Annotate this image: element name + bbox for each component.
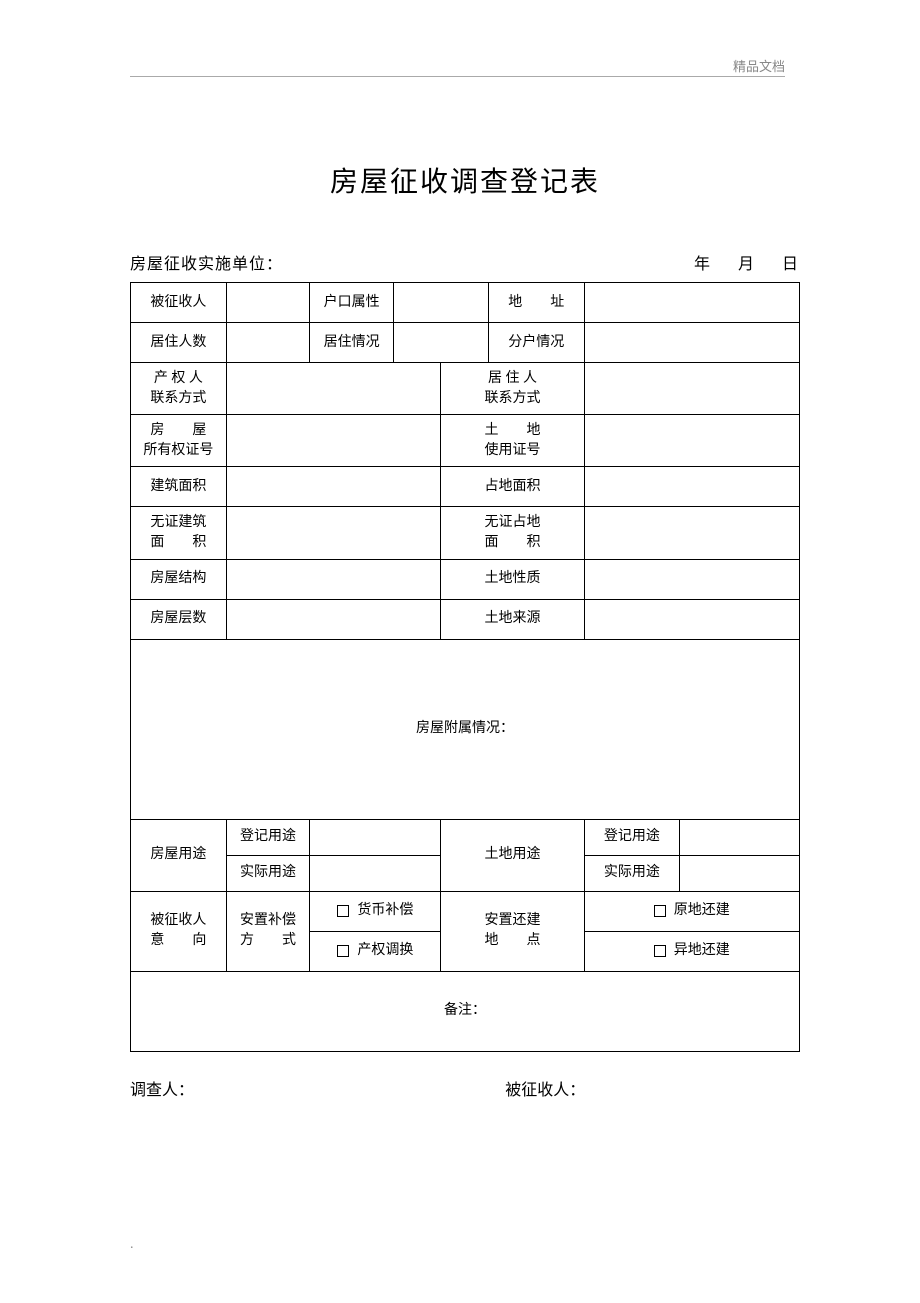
header-underline xyxy=(130,76,785,77)
val-residents xyxy=(226,323,310,363)
val-house-cert xyxy=(226,415,441,467)
val-subject xyxy=(226,283,310,323)
lbl-actual-use-2: 实际用途 xyxy=(584,855,680,891)
val-resident-contact xyxy=(584,363,799,415)
val-hukou xyxy=(393,283,488,323)
checkbox-icon xyxy=(337,905,349,917)
checkbox-icon xyxy=(654,945,666,957)
val-build-area xyxy=(226,467,441,507)
lbl-owner-contact: 产 权 人 联系方式 xyxy=(131,363,227,415)
val-structure xyxy=(226,559,441,599)
unit-label: 房屋征收实施单位： xyxy=(130,250,283,274)
lbl-nocert-build: 无证建筑 面 积 xyxy=(131,507,227,559)
lbl-actual-use-1: 实际用途 xyxy=(226,855,310,891)
lbl-structure: 房屋结构 xyxy=(131,559,227,599)
lbl-land-area: 占地面积 xyxy=(441,467,584,507)
lbl-resident-contact: 居 住 人 联系方式 xyxy=(441,363,584,415)
lbl-nocert-land: 无证占地 面 积 xyxy=(441,507,584,559)
lbl-land-nature: 土地性质 xyxy=(441,559,584,599)
date-label: 年 月 日 xyxy=(674,250,800,274)
page-title: 房屋征收调查登记表 xyxy=(130,160,800,200)
lbl-subject: 被征收人 xyxy=(131,283,227,323)
opt-other-site[interactable]: 异地还建 xyxy=(584,931,799,971)
lbl-comp-method: 安置补偿 方 式 xyxy=(226,891,310,971)
lbl-living: 居住情况 xyxy=(310,323,394,363)
val-land-area xyxy=(584,467,799,507)
lbl-land-cert: 土 地 使用证号 xyxy=(441,415,584,467)
val-address xyxy=(584,283,799,323)
day-label: 日 xyxy=(782,256,800,273)
val-house-reg-use xyxy=(310,819,441,855)
subject-sign-label: 被征收人： xyxy=(505,1076,800,1100)
checkbox-icon xyxy=(337,945,349,957)
orig-site-text: 原地还建 xyxy=(674,903,730,918)
footer-row: 调查人： 被征收人： xyxy=(130,1076,800,1100)
lbl-household: 分户情况 xyxy=(488,323,584,363)
opt-money-comp[interactable]: 货币补偿 xyxy=(310,891,441,931)
val-land-reg-use xyxy=(680,819,800,855)
lbl-floors: 房屋层数 xyxy=(131,599,227,639)
lbl-hukou: 户口属性 xyxy=(310,283,394,323)
attachments-cell: 房屋附属情况： xyxy=(131,639,800,819)
val-land-actual-use xyxy=(680,855,800,891)
lbl-house-use: 房屋用途 xyxy=(131,819,227,891)
year-label: 年 xyxy=(694,256,712,273)
lbl-residents: 居住人数 xyxy=(131,323,227,363)
opt-prop-exchange[interactable]: 产权调换 xyxy=(310,931,441,971)
lbl-house-cert: 房 屋 所有权证号 xyxy=(131,415,227,467)
header-label: 精品文档 xyxy=(733,56,785,75)
lbl-address: 地 址 xyxy=(488,283,584,323)
lbl-reg-use-1: 登记用途 xyxy=(226,819,310,855)
lbl-rebuild-loc: 安置还建 地 点 xyxy=(441,891,584,971)
investigator-label: 调查人： xyxy=(130,1076,505,1100)
lbl-intent: 被征收人 意 向 xyxy=(131,891,227,971)
val-living xyxy=(393,323,488,363)
lbl-land-use: 土地用途 xyxy=(441,819,584,891)
val-nocert-build xyxy=(226,507,441,559)
remarks-cell: 备注： xyxy=(131,971,800,1051)
footer-dot: . xyxy=(130,1237,134,1253)
val-household xyxy=(584,323,799,363)
val-land-cert xyxy=(584,415,799,467)
month-label: 月 xyxy=(738,256,756,273)
val-owner-contact xyxy=(226,363,441,415)
prop-exchange-text: 产权调换 xyxy=(357,943,413,958)
val-nocert-land xyxy=(584,507,799,559)
other-site-text: 异地还建 xyxy=(674,943,730,958)
checkbox-icon xyxy=(654,905,666,917)
form-table: 被征收人 户口属性 地 址 居住人数 居住情况 分户情况 产 权 人 联系方式 … xyxy=(130,282,800,1052)
val-land-source xyxy=(584,599,799,639)
val-house-actual-use xyxy=(310,855,441,891)
val-land-nature xyxy=(584,559,799,599)
opt-orig-site[interactable]: 原地还建 xyxy=(584,891,799,931)
lbl-reg-use-2: 登记用途 xyxy=(584,819,680,855)
val-floors xyxy=(226,599,441,639)
meta-row: 房屋征收实施单位： 年 月 日 xyxy=(130,250,800,274)
lbl-build-area: 建筑面积 xyxy=(131,467,227,507)
money-comp-text: 货币补偿 xyxy=(357,903,413,918)
lbl-land-source: 土地来源 xyxy=(441,599,584,639)
